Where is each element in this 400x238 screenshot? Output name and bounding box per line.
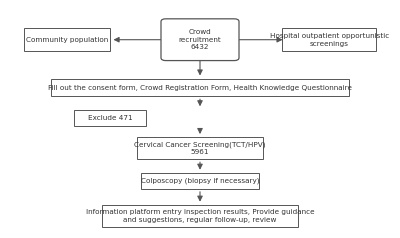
FancyBboxPatch shape [161, 19, 239, 61]
Text: Hospital outpatient opportunistic
screenings: Hospital outpatient opportunistic screen… [270, 33, 389, 47]
Text: Crowd
recruitment
6432: Crowd recruitment 6432 [179, 29, 221, 50]
FancyBboxPatch shape [74, 110, 146, 126]
FancyBboxPatch shape [102, 205, 298, 227]
Text: Fill out the consent form, Crowd Registration Form, Health Knowledge Questionnai: Fill out the consent form, Crowd Registr… [48, 84, 352, 90]
FancyBboxPatch shape [282, 28, 376, 51]
FancyBboxPatch shape [137, 137, 263, 159]
Text: Community population: Community population [26, 37, 108, 43]
Text: Information platform entry inspection results, Provide guidance
and suggestions,: Information platform entry inspection re… [86, 209, 314, 223]
Text: Exclude 471: Exclude 471 [88, 115, 132, 121]
Text: Colposcopy (biopsy if necessary): Colposcopy (biopsy if necessary) [141, 178, 259, 184]
FancyBboxPatch shape [141, 173, 259, 189]
FancyBboxPatch shape [24, 28, 110, 51]
Text: Cervical Cancer Screening(TCT/HPV)
5961: Cervical Cancer Screening(TCT/HPV) 5961 [134, 141, 266, 155]
FancyBboxPatch shape [51, 79, 349, 96]
